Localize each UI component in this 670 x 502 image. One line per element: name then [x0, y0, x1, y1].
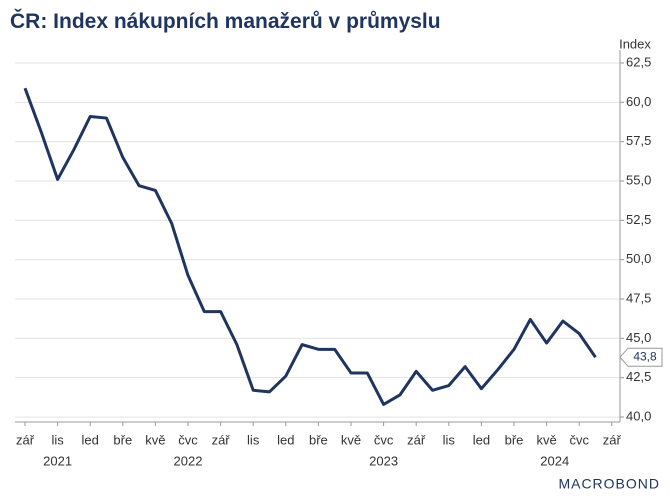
year-label: 2021: [43, 453, 72, 468]
value-label: 43,8: [633, 349, 657, 363]
x-tick-label: kvě: [145, 432, 165, 447]
year-label: 2023: [369, 453, 398, 468]
y-tick-label: 62,5: [626, 54, 651, 69]
y-axis-label: Index: [619, 36, 651, 51]
x-tick-label: lis: [247, 432, 260, 447]
chart-title: ČR: Index nákupních manažerů v průmyslu: [10, 9, 441, 33]
year-label: 2024: [540, 453, 569, 468]
x-tick-label: čvc: [178, 432, 198, 447]
x-tick-label: čvc: [374, 432, 394, 447]
y-tick-label: 40,0: [626, 408, 651, 423]
x-tick-label: lis: [443, 432, 456, 447]
x-tick-label: zář: [407, 432, 426, 447]
y-tick-label: 45,0: [626, 330, 651, 345]
y-tick-label: 60,0: [626, 94, 651, 109]
x-tick-label: led: [277, 432, 294, 447]
x-tick-label: čvc: [569, 432, 589, 447]
x-tick-label: led: [473, 432, 490, 447]
source-logo: MACROBOND: [558, 476, 660, 492]
year-label: 2022: [174, 453, 203, 468]
y-tick-label: 47,5: [626, 290, 651, 305]
line-series: [23, 87, 597, 406]
x-tick-label: zář: [603, 432, 622, 447]
x-tick-label: bře: [309, 432, 328, 447]
x-tick-label: kvě: [536, 432, 556, 447]
x-tick-label: led: [82, 432, 99, 447]
x-tick-label: kvě: [341, 432, 361, 447]
y-tick-label: 52,5: [626, 212, 651, 227]
value-callout: [619, 347, 663, 367]
x-tick-label: lis: [51, 432, 64, 447]
x-tick-label: zář: [16, 432, 35, 447]
y-tick-label: 57,5: [626, 133, 651, 148]
x-tick-label: bře: [505, 432, 524, 447]
x-tick-label: bře: [113, 432, 132, 447]
y-tick-label: 55,0: [626, 172, 651, 187]
x-tick-label: zář: [212, 432, 231, 447]
y-tick-label: 50,0: [626, 251, 651, 266]
y-tick-label: 42,5: [626, 369, 651, 384]
